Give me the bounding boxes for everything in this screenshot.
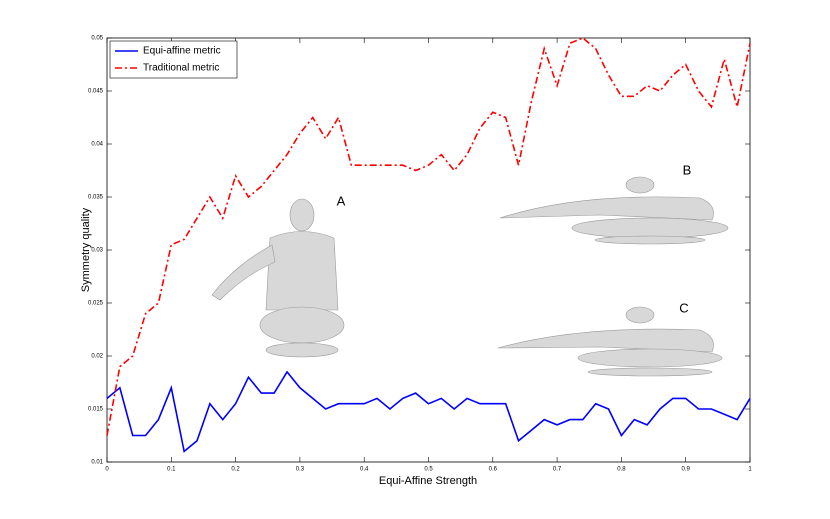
x-tick-label: 0.1	[167, 467, 176, 473]
figure-base	[265, 342, 339, 358]
x-tick-label: 0.4	[360, 467, 369, 473]
x-tick-label: 0.2	[231, 467, 240, 473]
figure-head	[289, 198, 315, 232]
figure-torso	[265, 231, 339, 311]
annotation: A	[337, 193, 346, 208]
x-tick-label: 0.6	[489, 467, 498, 473]
figure-legs	[571, 217, 729, 239]
x-tick-label: 1	[748, 467, 752, 473]
legend-box	[109, 40, 238, 79]
legend-label: Traditional metric	[143, 63, 219, 74]
y-tick-label: 0.02	[91, 354, 103, 360]
figure-arm	[499, 196, 714, 221]
x-tick-label: 0.3	[296, 467, 305, 473]
annotation: C	[679, 300, 688, 315]
x-axis-label: Equi-Affine Strength	[379, 475, 477, 487]
figure-legs	[577, 348, 723, 368]
data-line	[106, 370, 751, 453]
y-tick-label: 0.025	[88, 301, 104, 307]
y-tick-label: 0.045	[88, 89, 104, 95]
y-tick-label: 0.03	[91, 248, 103, 254]
x-tick-label: 0.7	[553, 467, 562, 473]
x-tick-label: 0	[105, 467, 109, 473]
figure-head	[625, 306, 655, 324]
figure-arm	[497, 328, 714, 353]
figure-head	[625, 176, 655, 194]
figure-base	[587, 367, 713, 377]
annotation: B	[683, 162, 692, 177]
plot-area	[106, 37, 751, 463]
x-tick-label: 0.9	[682, 467, 691, 473]
legend-label: Equi-affine metric	[143, 46, 221, 57]
y-tick-label: 0.04	[91, 142, 103, 148]
inset-figures	[211, 176, 729, 377]
x-tick-label: 0.8	[617, 467, 626, 473]
y-tick-label: 0.05	[91, 36, 103, 42]
x-tick-label: 0.5	[424, 467, 433, 473]
figure-arm	[211, 244, 276, 301]
figure-base	[594, 235, 706, 245]
y-axis-label: Symmetry quality	[80, 207, 92, 292]
data-line	[106, 37, 751, 436]
y-tick-label: 0.035	[88, 195, 104, 201]
figure-legs	[259, 306, 345, 344]
y-tick-label: 0.01	[91, 460, 103, 466]
y-tick-label: 0.015	[88, 407, 104, 413]
